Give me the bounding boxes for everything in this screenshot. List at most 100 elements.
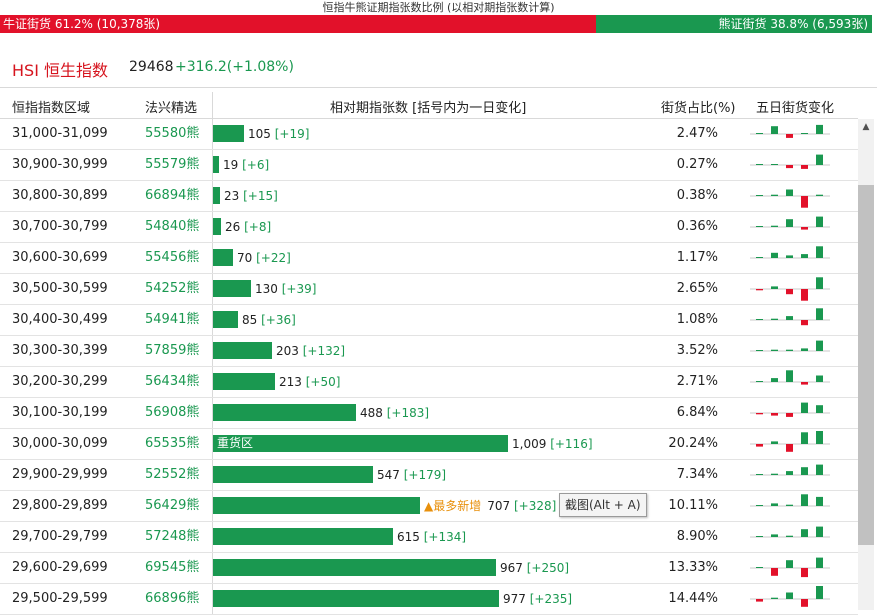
sparkline-bar <box>756 505 763 506</box>
contracts-value: 19 [+6] <box>223 150 269 180</box>
table-row[interactable]: 29,800-29,899 56429熊 ▲最多新增 707 [+328] 10.11% <box>0 491 858 522</box>
table-row[interactable]: 30,200-30,299 56434熊 213 [+50] 2.71% <box>0 367 858 398</box>
sparkline-bar <box>771 378 778 382</box>
range-cell: 29,600-29,699 <box>12 560 108 575</box>
contracts-number: 26 <box>225 220 241 234</box>
sparkline-bar <box>816 340 823 351</box>
contracts-bar <box>213 187 220 204</box>
contracts-number: 19 <box>223 158 239 172</box>
sparkline-bar <box>756 289 763 291</box>
share-cell: 0.38% <box>676 188 718 203</box>
ratio-title: 恒指牛熊证期指张数比例 (以相对期指张数计算) <box>322 1 555 14</box>
share-cell: 2.65% <box>676 281 718 296</box>
column-divider <box>212 553 213 583</box>
contracts-bar <box>213 528 393 545</box>
sparkline-bar <box>786 316 793 320</box>
table-row[interactable]: 30,300-30,399 57859熊 203 [+132] 3.52% <box>0 336 858 367</box>
warrant-code-link[interactable]: 56434熊 <box>145 374 200 389</box>
table-row[interactable]: 30,500-30,599 54252熊 130 [+39] 2.65% <box>0 274 858 305</box>
five-day-sparkline <box>750 340 830 352</box>
column-divider <box>212 460 213 490</box>
table-row[interactable]: 30,800-30,899 66894熊 23 [+15] 0.38% <box>0 181 858 212</box>
table-row[interactable]: 30,100-30,199 56908熊 488 [+183] 6.84% <box>0 398 858 429</box>
table-row[interactable]: 30,600-30,699 55456熊 70 [+22] 1.17% <box>0 243 858 274</box>
contracts-bar <box>213 218 221 235</box>
five-day-sparkline <box>750 464 830 476</box>
sparkline-bar <box>771 252 778 258</box>
table-row[interactable]: 29,600-29,699 69545熊 967 [+250] 13.33% <box>0 553 858 584</box>
warrant-code-link[interactable]: 56429熊 <box>145 498 200 513</box>
warrant-code-link[interactable]: 54840熊 <box>145 219 200 234</box>
range-cell: 29,800-29,899 <box>12 498 108 513</box>
warrant-code-link[interactable]: 55580熊 <box>145 126 200 141</box>
five-day-sparkline <box>750 526 830 538</box>
warrant-code-link[interactable]: 69545熊 <box>145 560 200 575</box>
five-day-sparkline <box>750 431 830 452</box>
bull-ratio-segment: 牛证街货 61.2% (10,378张) <box>0 15 596 33</box>
range-cell: 30,600-30,699 <box>12 250 108 265</box>
sparkline-bar <box>786 444 793 452</box>
warrant-code-link[interactable]: 57248熊 <box>145 529 200 544</box>
sparkline-bar <box>816 246 823 258</box>
table-row[interactable]: 29,900-29,999 52552熊 547 [+179] 7.34% <box>0 460 858 491</box>
sparkline-bar <box>786 504 793 506</box>
share-cell: 3.52% <box>676 343 718 358</box>
sparkline-bar <box>801 196 808 208</box>
sparkline-bar <box>816 586 823 599</box>
sparkline-bar <box>771 534 778 537</box>
warrant-code-link[interactable]: 66896熊 <box>145 591 200 606</box>
column-divider <box>212 119 213 149</box>
col-code: 法兴精选 <box>145 101 198 116</box>
sparkline-bar <box>771 597 778 599</box>
contracts-value: 70 [+22] <box>237 243 291 273</box>
contracts-bar <box>213 311 238 328</box>
warrant-code-link[interactable]: 55456熊 <box>145 250 200 265</box>
sparkline-bar <box>801 289 808 301</box>
daily-change: [+19] <box>274 127 310 141</box>
contracts-bar <box>213 466 373 483</box>
range-cell: 30,700-30,799 <box>12 219 108 234</box>
column-divider <box>212 491 213 521</box>
table-row[interactable]: 31,000-31,099 55580熊 105 [+19] 2.47% <box>0 119 858 150</box>
sparkline-bar <box>786 413 793 417</box>
warrant-code-link[interactable]: 56908熊 <box>145 405 200 420</box>
table-row[interactable]: 29,700-29,799 57248熊 615 [+134] 8.90% <box>0 522 858 553</box>
warrant-code-link[interactable]: 55579熊 <box>145 157 200 172</box>
contracts-number: 23 <box>224 189 240 203</box>
table-row[interactable]: 30,700-30,799 54840熊 26 [+8] 0.36% <box>0 212 858 243</box>
table-row[interactable]: 30,000-30,099 65535熊 重货区 1,009 [+116] 20.24% <box>0 429 858 460</box>
warrant-code-link[interactable]: 66894熊 <box>145 188 200 203</box>
daily-change: [+36] <box>261 313 296 327</box>
table-row[interactable]: 30,400-30,499 54941熊 85 [+36] 1.08% <box>0 305 858 336</box>
warrant-code-link[interactable]: 54252熊 <box>145 281 200 296</box>
sparkline-bar <box>756 195 763 196</box>
five-day-sparkline <box>750 402 830 417</box>
contracts-value: 203 [+132] <box>276 336 345 366</box>
daily-change: [+6] <box>242 158 270 172</box>
table-row[interactable]: 30,900-30,999 55579熊 19 [+6] 0.27% <box>0 150 858 181</box>
share-cell: 7.34% <box>676 467 718 482</box>
sparkline-bar <box>771 441 778 444</box>
table-row[interactable]: 29,500-29,599 66896熊 977 [+235] 14.44% <box>0 584 858 615</box>
sparkline-bar <box>816 308 823 320</box>
table-header: 恒指指数区域 法兴精选 相对期指张数 [括号内为一日变化] 街货占比(%) 五日… <box>0 92 858 119</box>
sparkline-bar <box>771 126 778 134</box>
column-divider <box>212 274 213 304</box>
column-divider <box>212 336 213 366</box>
sparkline-bar <box>816 277 823 289</box>
contracts-value: 105 [+19] <box>248 119 309 149</box>
cbbc-table-body: 31,000-31,099 55580熊 105 [+19] 2.47% 30,900-… <box>0 119 858 615</box>
warrant-code-link[interactable]: 65535熊 <box>145 436 200 451</box>
sparkline-bar <box>801 599 808 607</box>
scroll-up-arrow-icon[interactable]: ▲ <box>862 122 870 132</box>
warrant-code-link[interactable]: 52552熊 <box>145 467 200 482</box>
contracts-number: 488 <box>360 406 383 420</box>
warrant-code-link[interactable]: 54941熊 <box>145 312 200 327</box>
sparkline-bar <box>771 349 778 351</box>
warrant-code-link[interactable]: 57859熊 <box>145 343 200 358</box>
index-price: 29468 <box>129 59 174 75</box>
vertical-scrollbar[interactable]: ▲ <box>858 119 874 610</box>
scroll-thumb[interactable] <box>858 185 874 545</box>
header-divider <box>212 92 213 119</box>
column-divider <box>212 429 213 459</box>
